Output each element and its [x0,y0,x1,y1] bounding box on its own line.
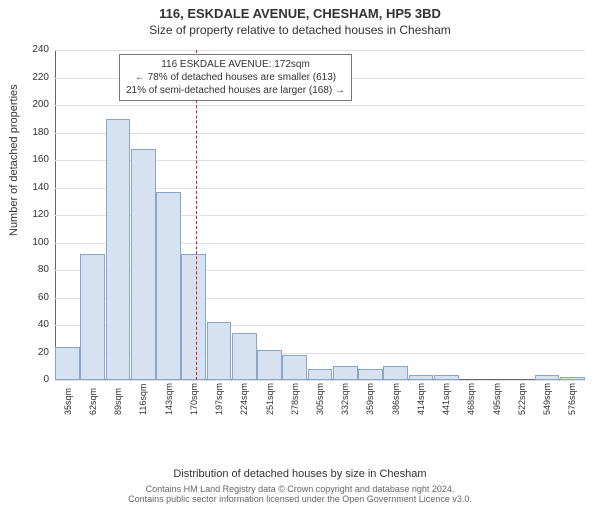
y-tick-label: 100 [9,237,49,248]
x-tick-label: 386sqm [391,391,401,415]
page-subtitle: Size of property relative to detached ho… [0,23,600,37]
x-tick-label: 332sqm [340,391,350,415]
callout-box: 116 ESKDALE AVENUE: 172sqm← 78% of detac… [119,54,352,101]
histogram-bar [207,322,232,380]
plot-area: 02040608010012014016018020022024035sqm62… [55,50,585,420]
y-tick-label: 60 [9,292,49,303]
histogram-bar [333,366,358,380]
grid-line [55,133,585,134]
histogram-bar [131,149,156,380]
x-tick-label: 116sqm [138,391,148,415]
callout-line-2: ← 78% of detached houses are smaller (61… [126,71,345,84]
y-tick-label: 120 [9,209,49,220]
histogram-bar [55,347,80,380]
histogram-bar [409,375,434,381]
histogram-bar [358,369,383,380]
histogram-bar [308,369,333,380]
callout-line-3: 21% of semi-detached houses are larger (… [126,84,345,97]
histogram-bar [232,333,257,380]
callout-line-1: 116 ESKDALE AVENUE: 172sqm [126,58,345,71]
x-tick-label: 549sqm [542,391,552,415]
x-tick-label: 305sqm [315,391,325,415]
histogram-bar [156,192,181,380]
x-tick-label: 576sqm [567,391,577,415]
y-tick-label: 80 [9,264,49,275]
x-tick-label: 62sqm [88,391,98,415]
x-tick-label: 522sqm [517,391,527,415]
y-tick-label: 220 [9,72,49,83]
histogram-bar [106,119,131,380]
x-tick-label: 414sqm [416,391,426,415]
x-tick-label: 197sqm [214,391,224,415]
histogram-bar [560,377,585,380]
x-axis-label: Distribution of detached houses by size … [0,468,600,480]
y-tick-label: 160 [9,154,49,165]
y-tick-label: 0 [9,374,49,385]
footnote-1: Contains HM Land Registry data © Crown c… [0,484,600,494]
histogram-bar [383,366,408,380]
histogram-bar [535,375,560,381]
histogram-chart: 02040608010012014016018020022024035sqm62… [55,50,585,420]
histogram-bar [282,355,307,380]
y-tick-label: 240 [9,44,49,55]
x-tick-label: 224sqm [239,391,249,415]
x-tick-label: 495sqm [492,391,502,415]
y-tick-label: 140 [9,182,49,193]
grid-line [55,105,585,106]
x-tick-label: 278sqm [290,391,300,415]
y-tick-label: 40 [9,319,49,330]
y-tick-label: 180 [9,127,49,138]
y-tick-label: 200 [9,99,49,110]
x-tick-label: 468sqm [466,391,476,415]
histogram-bar [80,254,105,381]
page-title: 116, ESKDALE AVENUE, CHESHAM, HP5 3BD [0,6,600,21]
histogram-bar [257,350,282,380]
x-tick-label: 170sqm [189,391,199,415]
x-tick-label: 251sqm [265,391,275,415]
footnote-2: Contains public sector information licen… [0,494,600,504]
histogram-bar [434,375,459,381]
x-tick-label: 359sqm [365,391,375,415]
histogram-bar [181,254,206,381]
grid-line [55,380,585,381]
x-tick-label: 441sqm [441,391,451,415]
y-tick-label: 20 [9,347,49,358]
x-tick-label: 35sqm [63,391,73,415]
grid-line [55,50,585,51]
x-tick-label: 143sqm [164,391,174,415]
x-tick-label: 89sqm [113,391,123,415]
